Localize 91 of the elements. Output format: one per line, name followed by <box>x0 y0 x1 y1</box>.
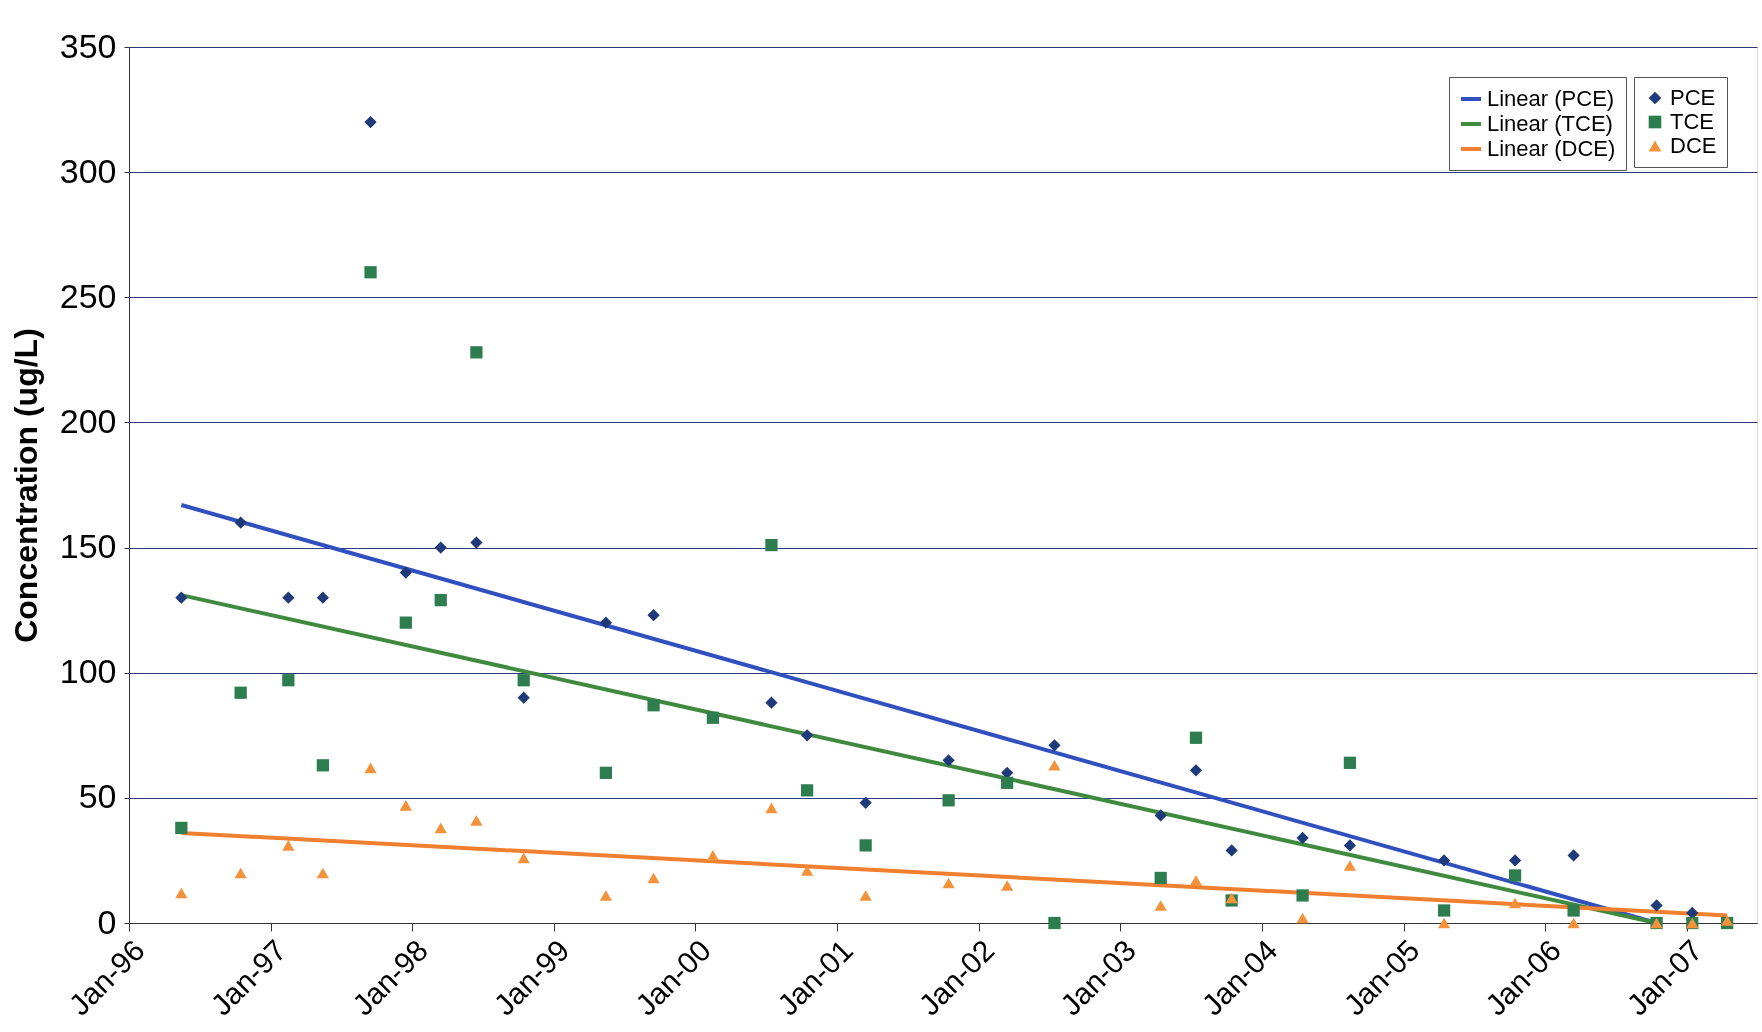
point <box>1437 917 1451 929</box>
point <box>1567 917 1580 929</box>
y-tick-label: 0 <box>97 902 117 941</box>
point <box>765 802 778 814</box>
point <box>175 821 188 835</box>
point <box>599 766 613 779</box>
y-tick-label: 150 <box>59 527 117 566</box>
point <box>706 850 720 861</box>
point <box>1567 904 1580 917</box>
legend-label: DCE <box>1670 133 1717 158</box>
point <box>1343 860 1357 871</box>
point <box>1048 916 1061 930</box>
point <box>364 115 377 129</box>
point <box>434 822 447 834</box>
point <box>399 800 412 811</box>
point <box>859 839 872 852</box>
point <box>1189 764 1203 777</box>
point <box>282 674 295 687</box>
point <box>470 815 483 826</box>
point <box>364 762 377 774</box>
point <box>706 711 720 724</box>
point <box>1508 897 1522 909</box>
point <box>517 852 530 864</box>
point <box>1721 915 1734 926</box>
point <box>1343 839 1357 852</box>
point <box>1650 899 1663 912</box>
point <box>1189 731 1203 744</box>
legend-label: Linear (PCE) <box>1487 86 1615 111</box>
point <box>1508 854 1522 867</box>
point <box>800 865 814 876</box>
y-tick-label: 50 <box>78 777 117 816</box>
y-axis-title: Concentration (ug/L) <box>7 328 44 643</box>
point <box>1048 760 1061 771</box>
point <box>234 516 247 529</box>
point <box>316 867 329 879</box>
point <box>517 674 530 687</box>
point <box>859 796 872 809</box>
point <box>234 867 247 879</box>
point <box>470 536 483 549</box>
point <box>1296 831 1309 845</box>
point <box>1296 889 1309 902</box>
point <box>234 686 247 699</box>
point <box>942 794 955 807</box>
point <box>859 890 872 901</box>
point <box>434 541 447 554</box>
point <box>647 872 660 884</box>
point <box>175 887 188 899</box>
legend-label: Linear (DCE) <box>1487 136 1616 161</box>
point <box>942 877 955 889</box>
y-tick-label: 250 <box>59 276 117 315</box>
point <box>599 890 613 901</box>
y-tick-label: 100 <box>59 652 117 691</box>
point <box>1508 869 1522 882</box>
point <box>1437 904 1451 917</box>
y-tick-label: 300 <box>59 151 117 190</box>
point <box>800 729 814 742</box>
point <box>765 538 778 552</box>
point <box>765 696 778 709</box>
point <box>282 840 295 851</box>
point <box>470 346 483 359</box>
point <box>1343 756 1357 769</box>
point <box>1296 912 1309 924</box>
point <box>282 591 295 604</box>
legend-label: Linear (TCE) <box>1487 111 1613 136</box>
point <box>1154 871 1167 885</box>
point <box>647 699 660 712</box>
y-tick-label: 200 <box>59 401 117 440</box>
point <box>434 594 447 607</box>
point <box>517 691 530 704</box>
y-tick-label: 350 <box>59 26 117 65</box>
point <box>399 616 412 629</box>
point <box>175 591 188 604</box>
point <box>1154 809 1167 822</box>
point <box>1567 849 1580 862</box>
point <box>316 759 329 772</box>
point <box>1225 844 1238 857</box>
point <box>1437 854 1451 867</box>
point <box>399 566 412 579</box>
point <box>942 754 955 767</box>
point <box>1154 900 1167 911</box>
point <box>800 784 814 797</box>
point <box>364 266 377 279</box>
point <box>1001 776 1014 789</box>
point <box>647 609 660 622</box>
point <box>599 616 613 629</box>
legend-label: PCE <box>1670 85 1716 110</box>
point <box>1189 875 1203 886</box>
point <box>316 591 329 604</box>
point <box>1001 880 1014 891</box>
legend-label: TCE <box>1670 109 1714 134</box>
point <box>1048 739 1061 752</box>
